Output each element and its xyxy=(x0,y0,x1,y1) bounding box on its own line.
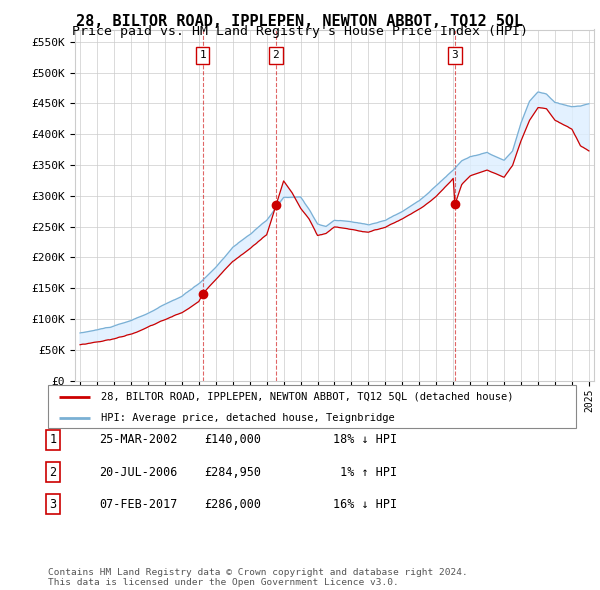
Text: 3: 3 xyxy=(452,50,458,60)
Text: £284,950: £284,950 xyxy=(204,466,261,478)
Text: 1% ↑ HPI: 1% ↑ HPI xyxy=(333,466,397,478)
Text: 3: 3 xyxy=(49,498,56,511)
Text: 16% ↓ HPI: 16% ↓ HPI xyxy=(333,498,397,511)
FancyBboxPatch shape xyxy=(48,385,576,428)
Text: 1: 1 xyxy=(49,433,56,446)
Text: 1: 1 xyxy=(199,50,206,60)
Text: £286,000: £286,000 xyxy=(204,498,261,511)
Text: £140,000: £140,000 xyxy=(204,433,261,446)
Text: 18% ↓ HPI: 18% ↓ HPI xyxy=(333,433,397,446)
Text: HPI: Average price, detached house, Teignbridge: HPI: Average price, detached house, Teig… xyxy=(101,413,395,423)
Text: 25-MAR-2002: 25-MAR-2002 xyxy=(99,433,178,446)
Text: 28, BILTOR ROAD, IPPLEPEN, NEWTON ABBOT, TQ12 5QL: 28, BILTOR ROAD, IPPLEPEN, NEWTON ABBOT,… xyxy=(76,14,524,28)
Text: 20-JUL-2006: 20-JUL-2006 xyxy=(99,466,178,478)
Text: 2: 2 xyxy=(49,466,56,478)
Text: 28, BILTOR ROAD, IPPLEPEN, NEWTON ABBOT, TQ12 5QL (detached house): 28, BILTOR ROAD, IPPLEPEN, NEWTON ABBOT,… xyxy=(101,392,513,402)
Text: Price paid vs. HM Land Registry's House Price Index (HPI): Price paid vs. HM Land Registry's House … xyxy=(72,25,528,38)
Text: 2: 2 xyxy=(272,50,280,60)
Text: Contains HM Land Registry data © Crown copyright and database right 2024.
This d: Contains HM Land Registry data © Crown c… xyxy=(48,568,468,587)
Text: 07-FEB-2017: 07-FEB-2017 xyxy=(99,498,178,511)
